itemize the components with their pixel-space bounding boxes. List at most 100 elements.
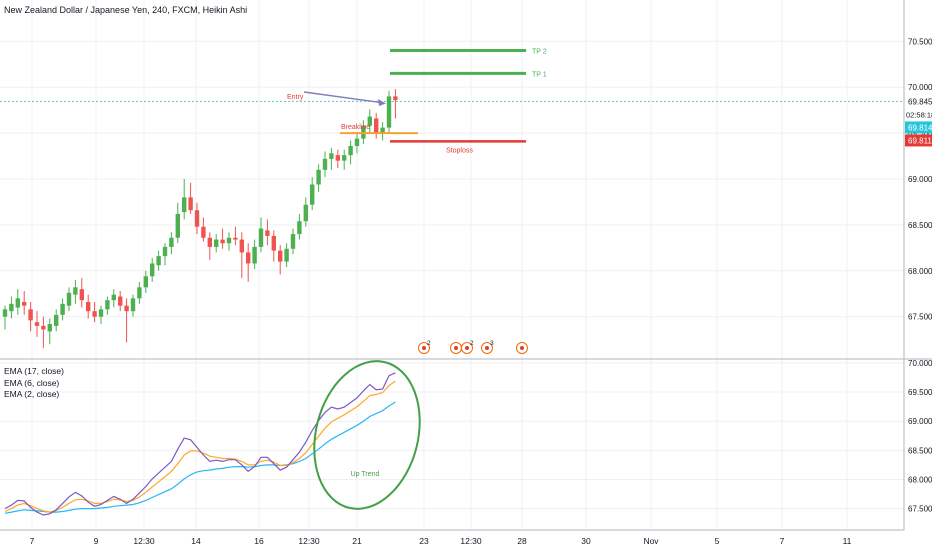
- ema-line[interactable]: [4, 380, 396, 513]
- candle-body[interactable]: [150, 263, 155, 277]
- tp1-label: TP 1: [532, 71, 547, 78]
- candle-body[interactable]: [143, 276, 148, 288]
- ema-axis-tick: 68.000: [908, 475, 932, 484]
- candle-body[interactable]: [54, 314, 59, 326]
- candle-body[interactable]: [137, 287, 142, 299]
- candle-body[interactable]: [284, 248, 289, 262]
- candle-body[interactable]: [239, 239, 244, 253]
- candle-body[interactable]: [9, 303, 14, 312]
- candle-body[interactable]: [175, 213, 180, 238]
- candle-body[interactable]: [194, 210, 200, 227]
- candle-body[interactable]: [310, 184, 315, 205]
- candle-body[interactable]: [86, 302, 91, 312]
- event-dot: [422, 346, 426, 350]
- candle-body[interactable]: [271, 235, 276, 251]
- ema-line[interactable]: [4, 372, 396, 516]
- candle-body[interactable]: [60, 303, 65, 315]
- candle-body[interactable]: [182, 197, 187, 213]
- candle-body[interactable]: [41, 325, 46, 330]
- ema-axis[interactable]: 70.000 69.500 69.000 68.500 68.000 67.500: [908, 359, 932, 514]
- candle-body[interactable]: [322, 158, 328, 170]
- tp2-label: TP 2: [532, 48, 547, 55]
- cyan-price-text: 69.814: [908, 123, 932, 132]
- candle-body[interactable]: [98, 309, 104, 317]
- time-axis[interactable]: 7 9 12:30 14 16 12:30 21 23 12:30 28 30 Nov 5 7 11: [30, 536, 852, 546]
- time-axis-tick: 12:30: [460, 536, 482, 546]
- event-count: 2: [470, 340, 474, 347]
- ema-pane[interactable]: [4, 372, 396, 516]
- candle-body[interactable]: [233, 237, 238, 240]
- price-axis-tick: 70.000: [908, 83, 932, 92]
- ema-line[interactable]: [4, 401, 396, 514]
- countdown-text: 02:58:18: [906, 110, 932, 119]
- candle-body[interactable]: [329, 153, 334, 159]
- ema-axis-tick: 70.000: [908, 359, 932, 368]
- candle-body[interactable]: [118, 296, 123, 306]
- price-axis-tick: 70.500: [908, 37, 932, 46]
- candle-body[interactable]: [188, 197, 193, 211]
- candle-body[interactable]: [2, 309, 8, 317]
- candle-body[interactable]: [92, 311, 97, 317]
- candle-body[interactable]: [73, 287, 78, 295]
- candle-body[interactable]: [66, 292, 72, 306]
- candle-body[interactable]: [342, 155, 347, 161]
- candle-body[interactable]: [297, 221, 302, 235]
- event-dot: [454, 346, 458, 350]
- candle-body[interactable]: [201, 226, 206, 238]
- candle-body[interactable]: [246, 252, 251, 264]
- candle-body[interactable]: [278, 250, 283, 262]
- candle-body[interactable]: [130, 298, 136, 312]
- candle-body[interactable]: [265, 230, 270, 236]
- candle-body[interactable]: [316, 169, 321, 185]
- up-trend-label: Up Trend: [351, 471, 380, 478]
- candle-body[interactable]: [169, 237, 174, 247]
- time-axis-tick: 11: [843, 536, 852, 546]
- candle-body[interactable]: [386, 96, 392, 128]
- up-trend-circle: [313, 360, 421, 510]
- candle-body[interactable]: [220, 239, 225, 244]
- candle-body[interactable]: [367, 116, 372, 126]
- candle-body[interactable]: [105, 300, 110, 310]
- candle-body[interactable]: [124, 305, 129, 312]
- candle-body[interactable]: [393, 96, 398, 101]
- time-axis-tick: Nov: [643, 536, 659, 546]
- candle-body[interactable]: [258, 228, 264, 247]
- candle-body[interactable]: [47, 324, 52, 332]
- candle-body[interactable]: [15, 298, 20, 308]
- candle-body[interactable]: [22, 302, 27, 306]
- price-axis[interactable]: 70.500 70.000 69.500 69.000 68.500 68.000 67.5…: [905, 37, 932, 322]
- ema-legend-6[interactable]: EMA (6, close): [4, 377, 60, 388]
- time-axis-tick: 7: [30, 536, 35, 546]
- entry-arrow-head: [378, 99, 386, 106]
- candle-body[interactable]: [214, 239, 219, 247]
- candle-body[interactable]: [28, 309, 33, 321]
- candle-body[interactable]: [79, 289, 84, 301]
- candle-body[interactable]: [162, 246, 168, 257]
- candle-body[interactable]: [111, 294, 116, 301]
- ema-legend-2[interactable]: EMA (2, close): [4, 389, 60, 399]
- candle-body[interactable]: [156, 256, 161, 266]
- candle-body[interactable]: [380, 127, 385, 134]
- time-axis-tick: 9: [94, 536, 99, 546]
- ema-legend-17[interactable]: EMA (17, close): [4, 366, 64, 376]
- red-price-tag: [905, 134, 932, 147]
- time-axis-tick: 14: [191, 536, 201, 546]
- candle-body[interactable]: [252, 246, 257, 264]
- candle-body[interactable]: [226, 237, 232, 244]
- candle-body[interactable]: [374, 118, 379, 134]
- ema-axis-tick: 69.500: [908, 388, 932, 397]
- candle-body[interactable]: [207, 237, 212, 247]
- candle-body[interactable]: [348, 145, 353, 156]
- cyan-price-tag: [905, 121, 932, 134]
- entry-label: Entry: [287, 94, 304, 101]
- candle-body[interactable]: [335, 155, 340, 161]
- ema-axis-tick: 67.500: [908, 505, 932, 514]
- candle-body[interactable]: [303, 204, 308, 222]
- entry-arrow: [303, 91, 385, 104]
- price-pane[interactable]: TP 2 TP 1 Breakline Stoploss Entry 2 2 3: [0, 48, 904, 354]
- candle-body[interactable]: [354, 138, 360, 146]
- event-count: 2: [427, 340, 431, 347]
- candle-body[interactable]: [34, 322, 40, 326]
- candle-body[interactable]: [290, 234, 296, 249]
